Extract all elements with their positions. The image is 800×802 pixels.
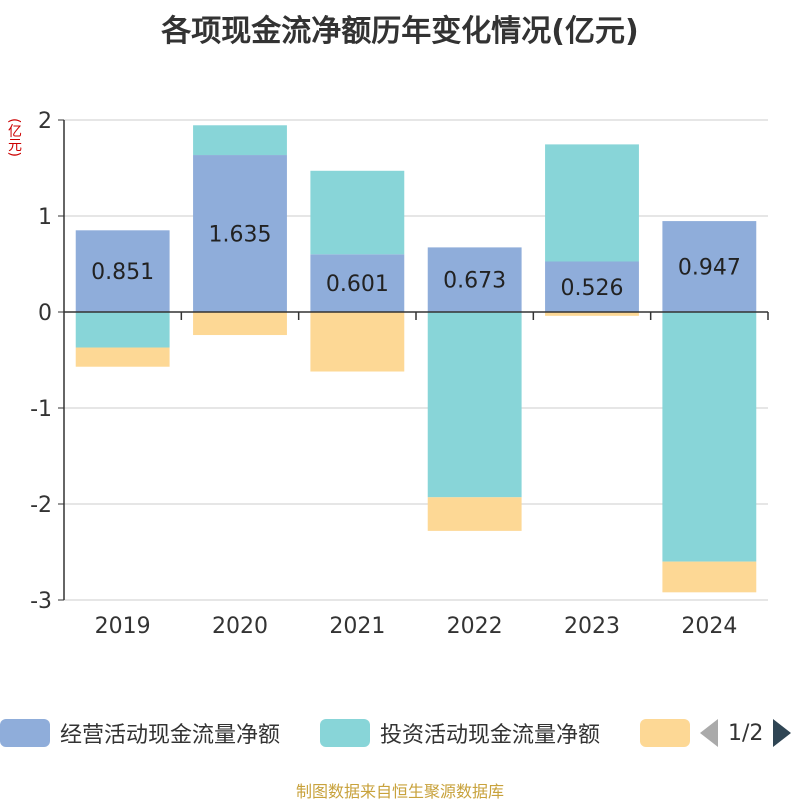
prev-page-arrow-icon[interactable] <box>700 719 718 747</box>
y-tick-label-0: 2 <box>38 109 52 134</box>
legend-label-operating: 经营活动现金流量净额 <box>60 723 281 748</box>
data-label-2019: 0.851 <box>91 260 154 285</box>
legend-page-indicator: 1/2 <box>728 720 764 746</box>
y-tick-label-3: -1 <box>30 397 52 422</box>
y-tick-label-2: 0 <box>38 301 52 326</box>
y-tick-label-4: -2 <box>30 493 52 518</box>
x-tick-label-2019: 2019 <box>95 614 151 639</box>
legend-item-financing[interactable] <box>640 718 700 748</box>
legend-pager: 1/2 <box>700 718 792 748</box>
bar-s1-2023 <box>545 144 639 262</box>
legend-swatch-financing <box>640 719 690 747</box>
data-label-2020: 1.635 <box>209 223 272 248</box>
bar-s0-2023 <box>545 261 639 312</box>
bar-s0-2021 <box>310 254 405 312</box>
bar-s1-2019 <box>75 312 170 348</box>
chart-title: 各项现金流净额历年变化情况(亿元) <box>161 14 639 49</box>
x-tick-label-2022: 2022 <box>447 614 503 639</box>
x-tick-label-2021: 2021 <box>329 614 385 639</box>
legend-label-investing: 投资活动现金流量净额 <box>380 723 601 748</box>
bar-s1-2021 <box>310 170 405 255</box>
bar-s2-2024 <box>662 561 757 593</box>
data-source-note: 制图数据来自恒生聚源数据库 <box>295 782 504 801</box>
bar-s0-2022 <box>427 247 522 312</box>
y-tick-label-5: -3 <box>30 589 52 614</box>
bar-s1-2020 <box>193 125 287 156</box>
bar-s1-2022 <box>427 312 522 498</box>
legend-swatch-operating <box>0 719 50 747</box>
legend: 经营活动现金流量净额 投资活动现金流量净额 1/2 <box>0 712 800 756</box>
data-label-2022: 0.673 <box>443 269 506 294</box>
bar-s0-2020 <box>193 155 287 312</box>
x-tick-label-2023: 2023 <box>564 614 620 639</box>
bar-s2-2022 <box>427 497 522 531</box>
x-tick-label-2020: 2020 <box>212 614 268 639</box>
data-label-2024: 0.947 <box>678 256 741 281</box>
chart-plot: 2 1 0 -1 -2 -3 2019 2020 2021 2022 2023 2024 0.851 1… <box>30 109 769 639</box>
bar-s2-2023 <box>545 312 639 316</box>
bar-s2-2021 <box>310 312 405 372</box>
bar-s0-2024 <box>662 221 757 312</box>
next-page-arrow-icon[interactable] <box>773 719 792 747</box>
legend-item-operating[interactable]: 经营活动现金流量净额 <box>0 718 280 748</box>
bar-s2-2019 <box>75 347 170 367</box>
data-label-2023: 0.526 <box>561 276 624 301</box>
legend-item-investing[interactable]: 投资活动现金流量净额 <box>320 718 600 748</box>
y-axis-label: (亿元) <box>6 118 22 157</box>
x-tick-label-2024: 2024 <box>681 614 737 639</box>
y-tick-label-1: 1 <box>38 205 52 230</box>
bar-s2-2020 <box>193 312 287 336</box>
bar-s1-2024 <box>662 312 757 562</box>
data-label-2021: 0.601 <box>326 272 389 297</box>
legend-swatch-investing <box>320 719 370 747</box>
bar-s0-2019 <box>75 230 170 312</box>
